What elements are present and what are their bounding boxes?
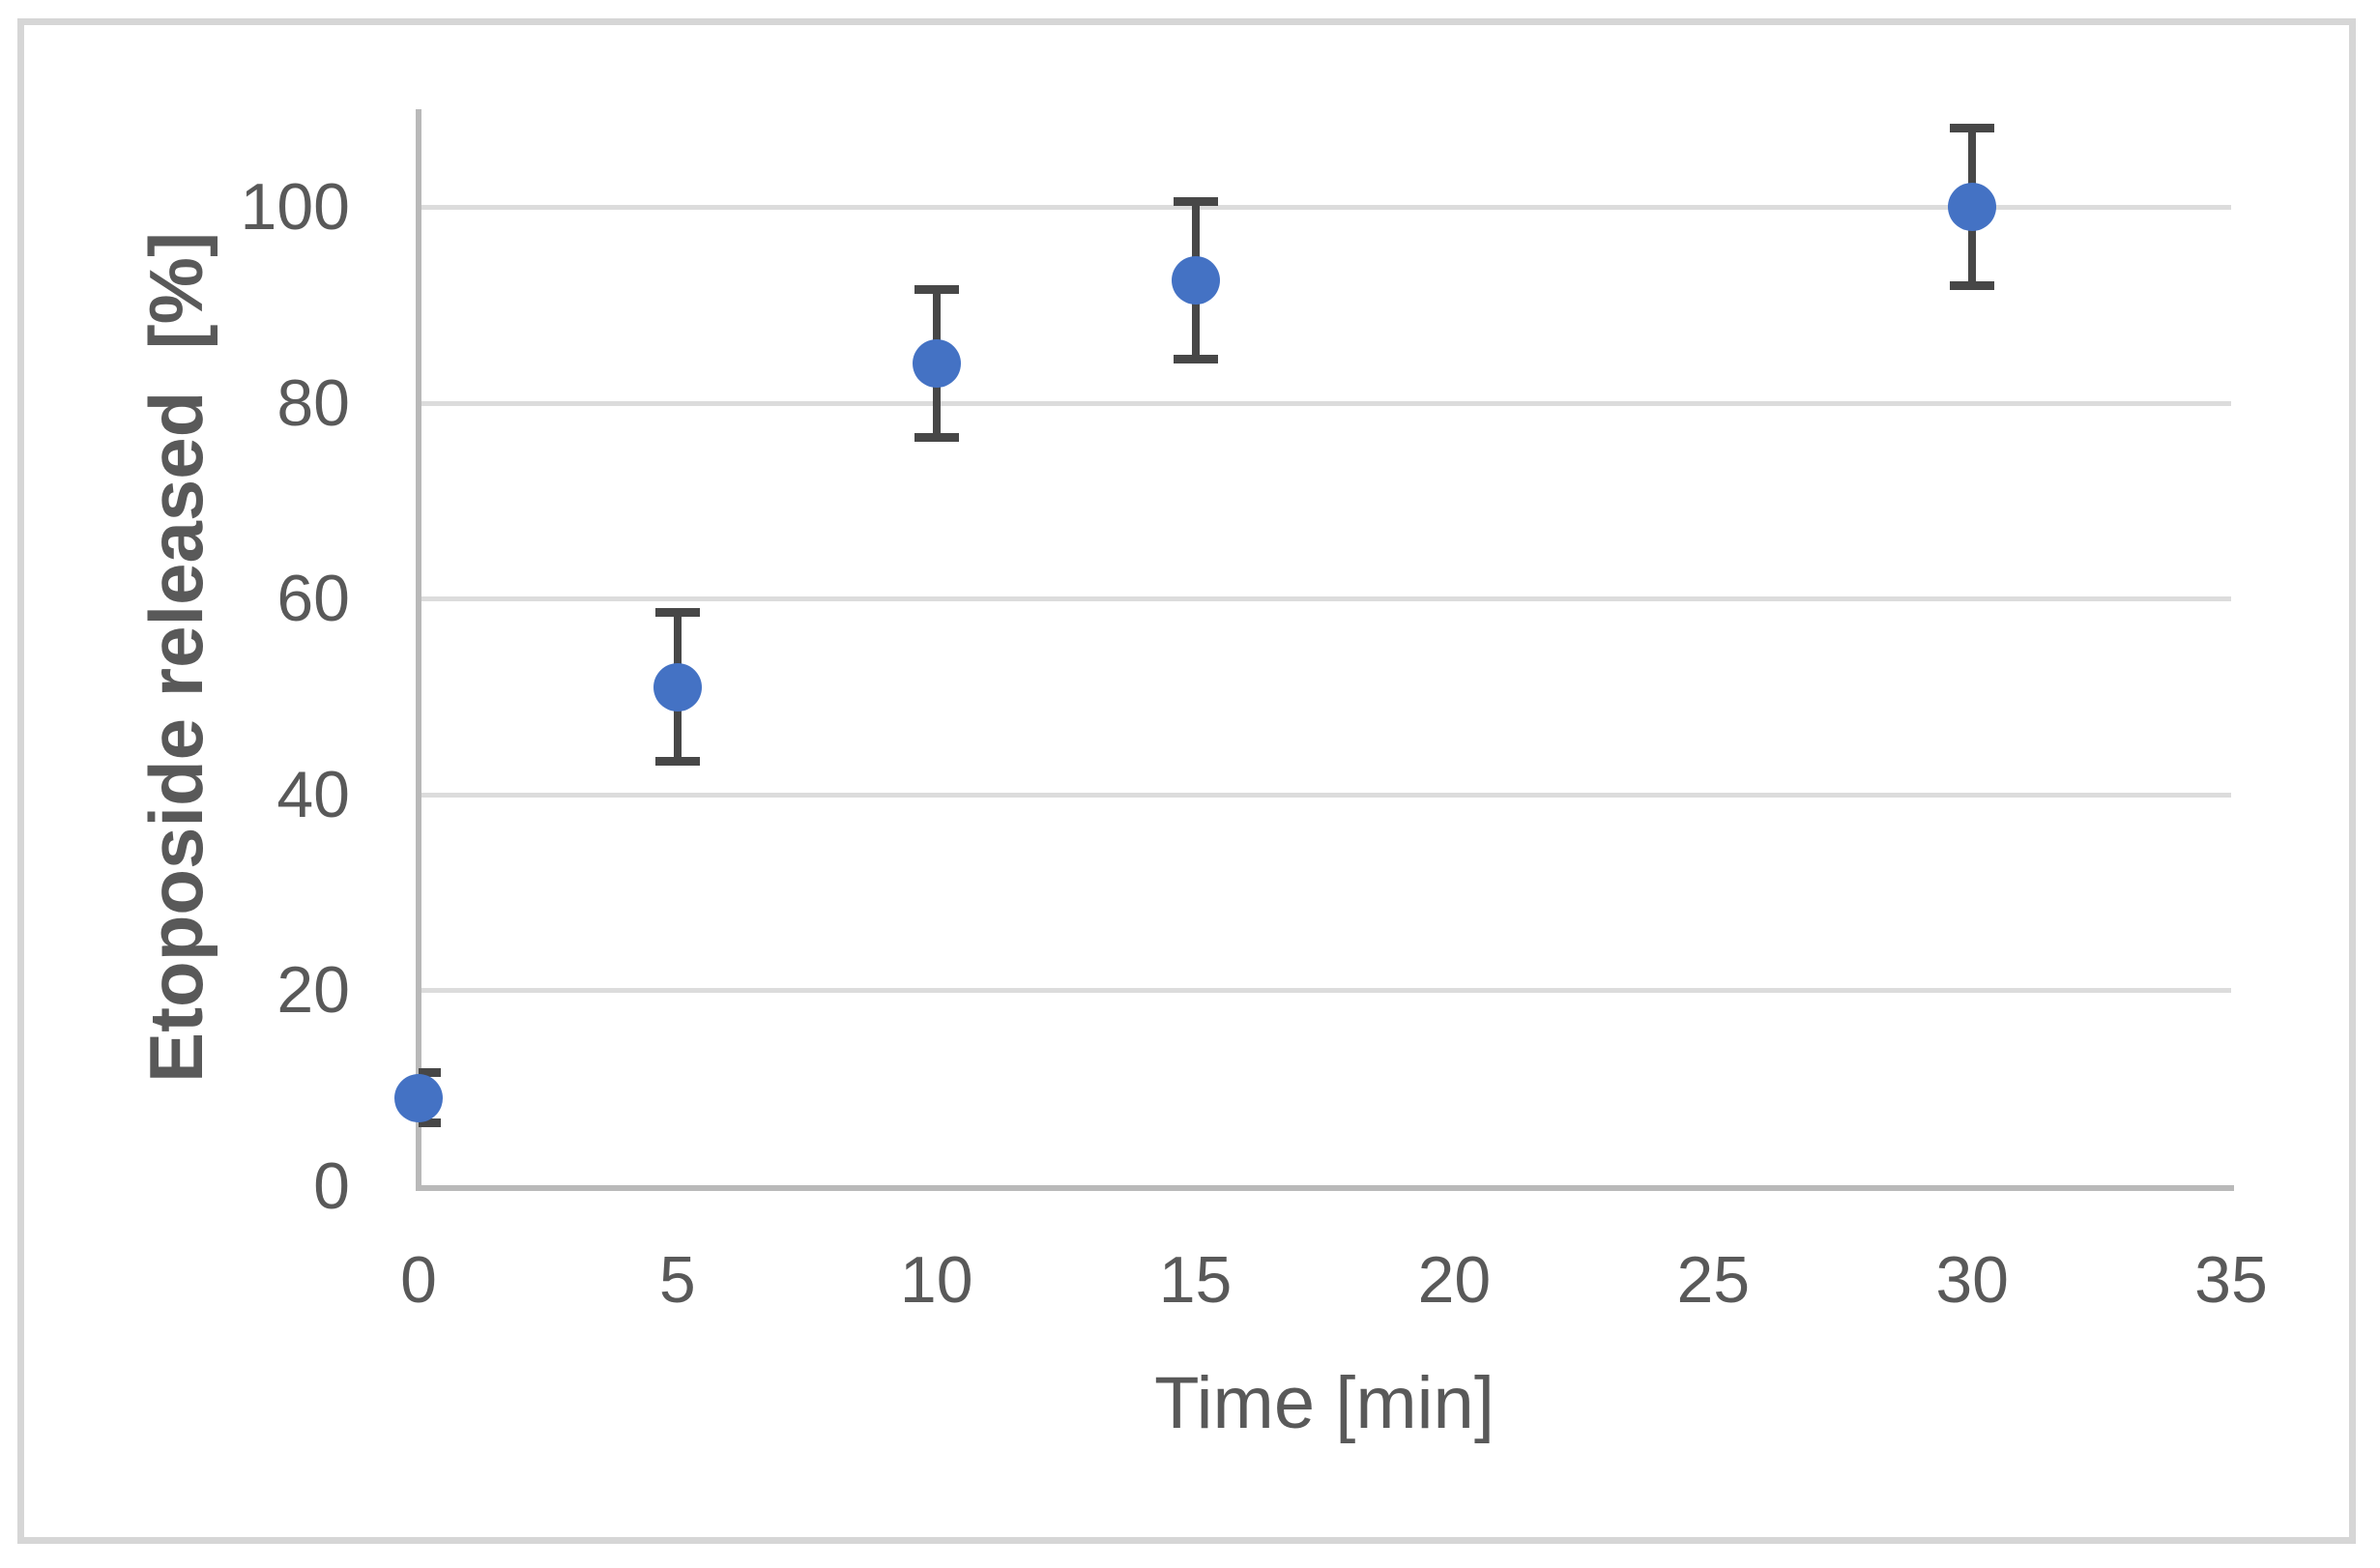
error-bar-cap-bottom <box>419 1118 441 1128</box>
gridline-y-100 <box>419 205 2231 211</box>
x-tick-label: 0 <box>400 1243 437 1317</box>
x-tick-label: 35 <box>2194 1243 2268 1317</box>
x-axis-title: Time [min] <box>1154 1362 1495 1444</box>
y-tick-label: 100 <box>240 170 350 245</box>
y-tick-label: 20 <box>276 953 350 1028</box>
x-tick-label: 15 <box>1158 1243 1233 1317</box>
error-bar-cap-bottom <box>654 756 700 766</box>
error-bar-cap-top <box>914 285 959 295</box>
error-bars-layer <box>419 109 2234 1186</box>
y-axis-line <box>416 109 421 1191</box>
x-axis-line <box>416 1185 2234 1191</box>
gridline-y-80 <box>419 400 2231 406</box>
error-bar-cap-bottom <box>914 433 959 443</box>
x-tick-label: 20 <box>1417 1243 1492 1317</box>
y-tick-label: 60 <box>276 562 350 636</box>
data-point-marker <box>653 662 702 711</box>
error-bar-cap-bottom <box>1173 355 1218 364</box>
error-bar-cap-top <box>654 608 700 618</box>
y-tick-label: 80 <box>276 365 350 440</box>
gridline-y-20 <box>419 988 2231 994</box>
y-tick-label: 40 <box>276 757 350 831</box>
data-point-marker <box>912 339 961 389</box>
data-point-marker <box>1948 183 1997 232</box>
x-tick-label: 5 <box>658 1243 696 1317</box>
error-bar-cap-top <box>1950 124 1995 133</box>
y-axis-title: Etoposide released [%] <box>133 232 218 1083</box>
error-bar-cap-top <box>419 1068 441 1078</box>
plot-area <box>419 109 2231 1186</box>
data-point-marker <box>394 1073 443 1122</box>
gridline-y-40 <box>419 792 2231 798</box>
error-bar-cap-bottom <box>1950 281 1995 291</box>
x-tick-label: 25 <box>1676 1243 1751 1317</box>
x-tick-label: 30 <box>1935 1243 2009 1317</box>
x-tick-label: 10 <box>899 1243 973 1317</box>
error-bar-cap-top <box>1173 197 1218 207</box>
data-point-marker <box>1171 256 1220 305</box>
y-tick-label: 0 <box>313 1149 350 1223</box>
gridline-y-60 <box>419 596 2231 602</box>
